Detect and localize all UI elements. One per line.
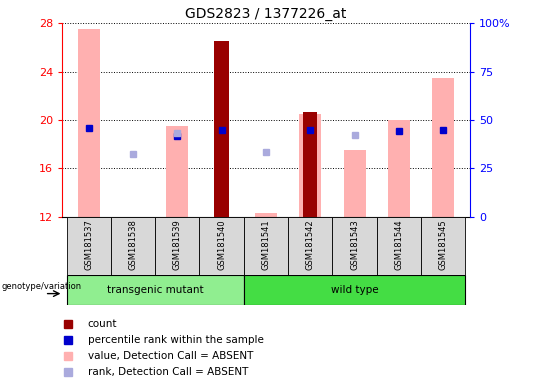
Bar [288,217,333,275]
Text: transgenic mutant: transgenic mutant [107,285,204,295]
Bar [155,217,199,275]
Bar [421,217,465,275]
Bar [432,78,454,217]
Bar [199,217,244,275]
Bar [66,217,111,275]
Bar [166,126,188,217]
Text: GSM181544: GSM181544 [394,219,403,270]
Text: percentile rank within the sample: percentile rank within the sample [88,335,264,345]
Bar [299,114,321,217]
Title: GDS2823 / 1377226_at: GDS2823 / 1377226_at [185,7,347,21]
Text: value, Detection Call = ABSENT: value, Detection Call = ABSENT [88,351,253,361]
Text: GSM181539: GSM181539 [173,219,182,270]
Bar [303,111,318,217]
Bar [244,217,288,275]
Bar [255,214,277,217]
Text: genotype/variation: genotype/variation [1,282,82,291]
Text: GSM181538: GSM181538 [129,219,138,270]
Text: wild type: wild type [331,285,379,295]
Text: count: count [88,319,117,329]
Bar [78,29,100,217]
Text: GSM181545: GSM181545 [438,219,448,270]
Bar [388,120,410,217]
Bar [66,275,244,305]
Bar [244,275,465,305]
Text: GSM181540: GSM181540 [217,219,226,270]
Bar [343,150,366,217]
Bar [377,217,421,275]
Text: GSM181541: GSM181541 [261,219,271,270]
Text: rank, Detection Call = ABSENT: rank, Detection Call = ABSENT [88,367,248,377]
Bar [111,217,155,275]
Text: GSM181542: GSM181542 [306,219,315,270]
Bar [333,217,377,275]
Text: GSM181543: GSM181543 [350,219,359,270]
Bar [214,41,229,217]
Text: GSM181537: GSM181537 [84,219,93,270]
